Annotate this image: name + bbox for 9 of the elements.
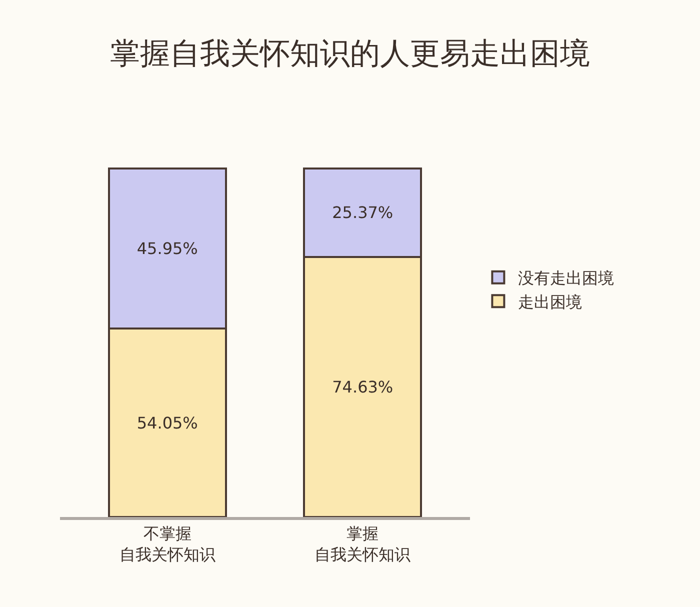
chart-title: 掌握自我关怀知识的人更易走出困境	[110, 36, 590, 72]
data-label: 25.37%	[332, 203, 394, 222]
x-tick-label: 不掌握自我关怀知识	[119, 524, 216, 564]
data-label: 54.05%	[136, 413, 198, 432]
data-label: 45.95%	[136, 238, 198, 258]
data-label: 74.63%	[332, 377, 394, 396]
x-tick-label: 掌握自我关怀知识	[314, 524, 411, 564]
legend-label: 没有走出困境	[518, 268, 614, 288]
legend-label: 走出困境	[518, 292, 582, 312]
